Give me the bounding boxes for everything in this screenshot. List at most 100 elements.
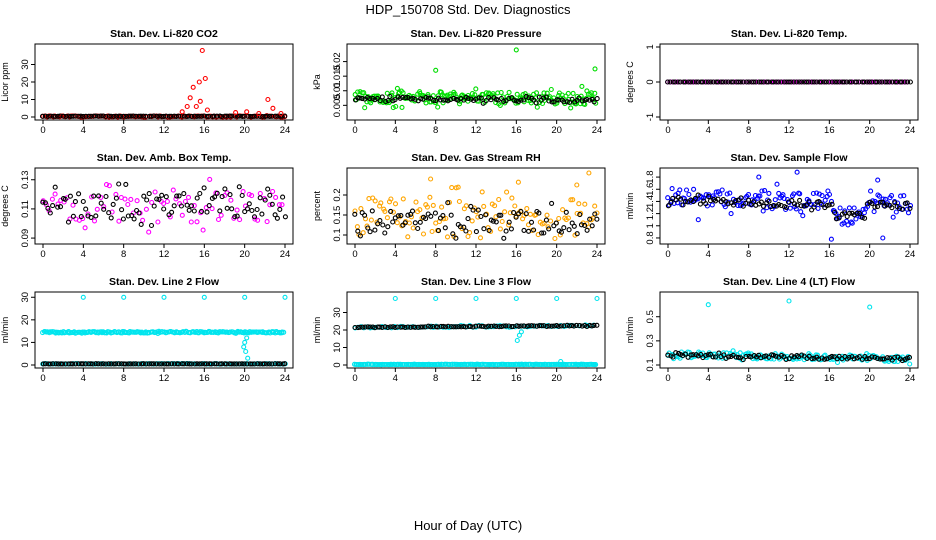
y-axis-label: Licor ppm: [0, 62, 10, 102]
data-point: [199, 47, 205, 54]
data-point: [791, 201, 798, 207]
data-point: [593, 362, 599, 368]
data-point: [186, 113, 192, 119]
data-point: [523, 93, 529, 99]
data-point: [516, 323, 522, 329]
data-point: [445, 98, 451, 104]
x-tick-label: 24: [592, 373, 603, 384]
data-point: [393, 103, 399, 110]
data-point: [889, 205, 895, 211]
panel-title: Stan. Dev. Amb. Box Temp.: [97, 152, 232, 164]
data-point: [241, 344, 247, 350]
data-point: [753, 79, 759, 85]
data-point: [237, 113, 243, 119]
data-point: [856, 79, 862, 85]
data-point: [191, 208, 197, 214]
data-point: [95, 113, 101, 119]
y-tick-label: 20: [332, 325, 343, 336]
data-point: [267, 202, 273, 208]
data-point: [506, 219, 512, 225]
y-tick-label: 0: [20, 362, 31, 367]
data-point: [526, 228, 532, 234]
data-point: [822, 197, 828, 203]
data-point: [549, 323, 555, 329]
data-point: [111, 113, 117, 119]
x-tick-label: 24: [592, 249, 603, 260]
data-point: [463, 228, 469, 234]
data-point: [385, 324, 391, 330]
data-point: [503, 323, 509, 329]
data-point: [394, 324, 400, 330]
data-point: [131, 216, 137, 222]
data-point: [62, 361, 69, 367]
data-point: [797, 197, 803, 203]
panel-7: Stan. Dev. Line 2 Flow ml/min 0 4 8 12 16 20 24 0…: [0, 276, 294, 384]
data-point: [50, 203, 56, 209]
data-point: [706, 194, 712, 200]
x-tick-label: 4: [393, 125, 398, 136]
data-point: [242, 209, 248, 215]
data-point: [125, 201, 131, 208]
data-point: [153, 361, 160, 367]
data-point: [398, 213, 404, 219]
data-point: [869, 79, 875, 85]
x-tick-label: 16: [824, 125, 835, 136]
y-tick-label: 0: [20, 114, 31, 119]
data-point: [758, 199, 764, 205]
data-point: [197, 190, 203, 197]
data-point: [905, 210, 912, 216]
data-point: [199, 113, 205, 119]
data-point: [811, 355, 817, 361]
data-point: [400, 94, 406, 100]
data-point: [879, 79, 885, 85]
data-point: [574, 182, 580, 188]
data-point: [806, 79, 812, 85]
data-point: [851, 356, 857, 362]
data-point: [677, 79, 683, 85]
data-point: [546, 323, 552, 329]
data-point: [186, 361, 192, 367]
data-point: [219, 194, 225, 200]
data-point: [485, 323, 492, 329]
data-point: [244, 361, 250, 367]
data-point: [433, 295, 439, 302]
data-point: [110, 201, 116, 207]
data-point: [523, 211, 529, 217]
data-point: [844, 79, 850, 85]
data-point: [176, 193, 182, 199]
data-point: [166, 212, 172, 218]
data-point: [146, 361, 152, 367]
data-point: [206, 203, 212, 209]
data-point: [241, 113, 247, 119]
data-point: [95, 361, 101, 367]
data-point: [538, 323, 545, 329]
data-point: [543, 217, 549, 223]
data-point: [435, 324, 441, 330]
data-point: [496, 196, 502, 203]
data-point: [47, 361, 53, 367]
x-tick-label: 8: [433, 125, 438, 136]
data-point: [481, 203, 487, 209]
data-point: [720, 350, 727, 356]
data-point: [524, 206, 530, 212]
data-point: [546, 98, 552, 104]
data-point: [424, 204, 430, 210]
data-point: [246, 201, 252, 207]
data-point: [228, 197, 234, 203]
data-point: [721, 352, 727, 358]
y-tick-label: 30: [332, 307, 343, 318]
data-point: [377, 98, 383, 104]
data-point: [418, 96, 424, 102]
data-point: [569, 96, 575, 102]
data-point: [789, 198, 795, 204]
y-tick-label: 0.1: [645, 358, 656, 371]
data-point: [261, 361, 267, 367]
data-point: [148, 222, 155, 229]
data-point: [425, 95, 431, 101]
data-point: [470, 207, 476, 213]
y-tick-label: 0.005: [332, 93, 343, 117]
x-tick-label: 8: [121, 373, 126, 384]
data-point: [515, 98, 522, 104]
data-point: [733, 354, 739, 360]
data-point: [155, 219, 161, 225]
